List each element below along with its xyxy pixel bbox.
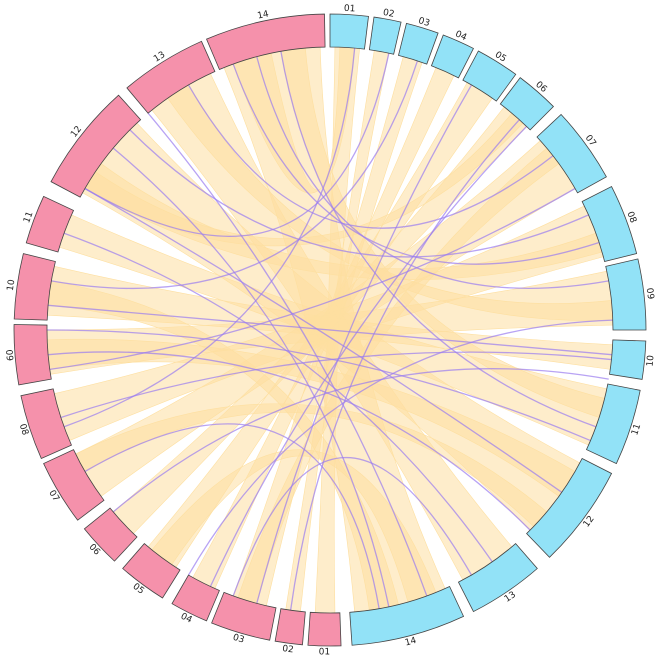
segment — [585, 383, 641, 465]
segment — [20, 388, 72, 460]
segment-label: 03 — [417, 16, 431, 29]
link-line — [187, 319, 613, 576]
link-line — [112, 368, 609, 513]
link-line — [84, 53, 390, 237]
segment-layer — [13, 13, 647, 647]
segment — [499, 77, 555, 131]
link-line — [232, 63, 600, 265]
segment-label: 01 — [319, 647, 331, 657]
segment-label: 01 — [344, 4, 356, 15]
segment-label: 11 — [22, 210, 35, 224]
segment — [430, 34, 474, 79]
segment — [349, 585, 465, 646]
segment-label: 02 — [382, 8, 395, 20]
segment — [605, 258, 647, 331]
link-line — [256, 84, 473, 604]
segment-label: 08 — [17, 423, 30, 437]
segment — [397, 22, 439, 65]
segment — [13, 324, 52, 386]
segment — [122, 543, 181, 599]
segment — [126, 40, 216, 114]
segment — [25, 195, 75, 253]
segment-label: 08 — [624, 210, 637, 224]
segment — [211, 591, 277, 641]
link-line — [147, 112, 428, 597]
segment — [13, 253, 56, 321]
segment-label: 09 — [644, 287, 655, 300]
link-line — [49, 187, 576, 371]
segment — [206, 13, 326, 71]
segment — [43, 449, 105, 521]
link-line — [84, 187, 563, 493]
segment-label: 09 — [3, 349, 14, 361]
segment — [83, 507, 138, 562]
link-line — [232, 457, 473, 597]
segment-label: 03 — [231, 633, 245, 646]
link-line — [280, 51, 597, 428]
segment-label: 02 — [282, 644, 295, 655]
segment — [329, 13, 369, 50]
segment — [526, 457, 613, 558]
segment — [609, 339, 647, 380]
segment — [536, 113, 607, 194]
segment — [274, 608, 306, 646]
link-line — [63, 232, 493, 563]
link-line — [84, 423, 380, 609]
link-line — [51, 60, 419, 289]
link-line — [289, 119, 520, 611]
segment — [457, 543, 538, 613]
segment-label: 14 — [404, 636, 418, 649]
link-line — [46, 329, 591, 442]
segment-label: 10 — [6, 279, 18, 292]
segment — [368, 16, 402, 55]
link-line — [209, 125, 528, 587]
segment-label: 04 — [179, 612, 194, 626]
segment-label: 04 — [454, 29, 469, 43]
link-line — [256, 56, 609, 289]
segment-label: 14 — [257, 9, 271, 21]
segment — [50, 94, 142, 198]
segment-label: 10 — [645, 354, 656, 367]
link-line — [112, 147, 390, 607]
segment — [171, 574, 220, 622]
segment — [581, 186, 638, 263]
link-line — [129, 129, 589, 258]
link-line — [48, 304, 612, 356]
line-layer — [46, 48, 613, 611]
segment-label: 11 — [630, 423, 643, 437]
segment — [462, 50, 517, 102]
segment — [307, 611, 342, 647]
